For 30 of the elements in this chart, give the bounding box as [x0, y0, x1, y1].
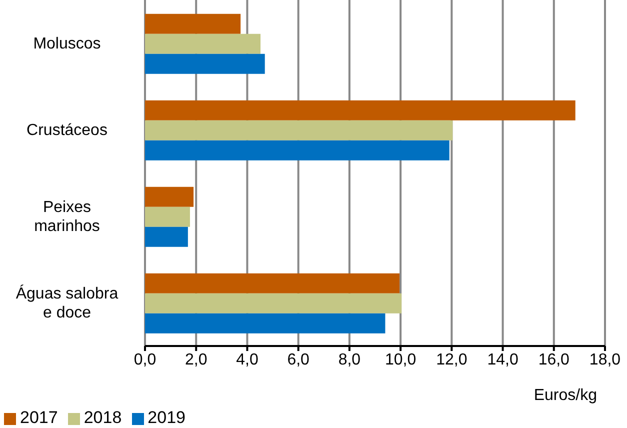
legend-label: 2017: [20, 408, 58, 427]
bar: [145, 100, 576, 120]
x-tick-label: 2,0: [184, 351, 208, 368]
legend-label: 2018: [84, 408, 122, 427]
x-tick-label: 14,0: [487, 351, 518, 368]
bar: [145, 206, 190, 227]
x-tick-label: 8,0: [338, 351, 361, 368]
bar: [145, 140, 450, 160]
y-tick-label: Águas salobra e doce: [16, 284, 118, 321]
x-tick-label: 6,0: [287, 351, 310, 368]
bar: [145, 120, 453, 140]
y-tick-label: Moluscos: [33, 34, 101, 52]
bar: [145, 14, 241, 34]
x-tick-label: 18,0: [589, 351, 621, 368]
x-tick-label: 4,0: [236, 351, 258, 368]
bar: [145, 226, 188, 247]
x-tick-label: 12,0: [436, 351, 468, 368]
legend-label: 2019: [148, 408, 186, 427]
bar: [145, 313, 386, 334]
bar: [145, 34, 261, 54]
bar: [145, 186, 194, 207]
x-tick-label: 10,0: [384, 351, 416, 368]
y-tick-label: Crustáceos: [26, 121, 108, 138]
bar: [145, 54, 265, 74]
x-tick-label: 0,0: [134, 351, 156, 368]
y-tick-label: Peixes marinhos: [34, 198, 100, 234]
bar: [145, 273, 400, 294]
x-axis-title: Euros/kg: [534, 387, 597, 404]
bar: [145, 293, 402, 314]
x-tick-label: 16,0: [538, 351, 570, 368]
